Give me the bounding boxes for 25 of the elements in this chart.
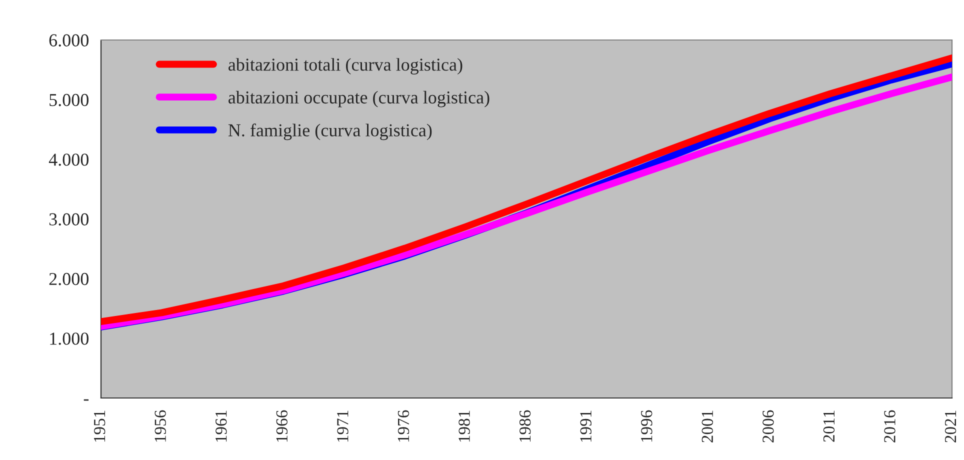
y-tick-label: 3.000: [49, 213, 89, 226]
x-tick-label: 1976: [398, 410, 410, 442]
x-tick-label: 1996: [641, 410, 652, 442]
x-tick-label: 2016: [884, 410, 896, 442]
y-tick-label: -: [84, 399, 89, 401]
y-tick-label: 4.000: [48, 154, 89, 166]
x-tick-label: 1966: [276, 410, 288, 442]
x-tick-label: 2011: [823, 410, 835, 442]
x-tick-label: 1951: [94, 410, 106, 442]
y-tick-label: 1.000: [50, 332, 89, 345]
legend-label: N. famiglie (curva logistica): [228, 124, 432, 140]
y-tick-label: 6.000: [49, 34, 89, 47]
y-tick-label: 2.000: [49, 272, 89, 286]
x-tick-label: 2001: [702, 410, 714, 442]
x-tick-label: 2006: [762, 410, 774, 442]
x-tick-label: 1981: [458, 410, 470, 442]
legend-label: abitazioni totali (curva logistica): [228, 58, 462, 74]
x-tick-label: 1956: [154, 410, 166, 442]
x-tick-label: 1991: [580, 410, 592, 442]
legend-label: abitazioni occupate (curva logistica): [228, 90, 490, 108]
y-tick-label: 5.000: [50, 94, 89, 106]
x-tick-label: 1961: [216, 410, 227, 442]
x-tick-label: 1986: [519, 410, 531, 442]
x-tick-label: 2021: [944, 410, 956, 442]
x-tick-label: 1971: [337, 410, 348, 442]
